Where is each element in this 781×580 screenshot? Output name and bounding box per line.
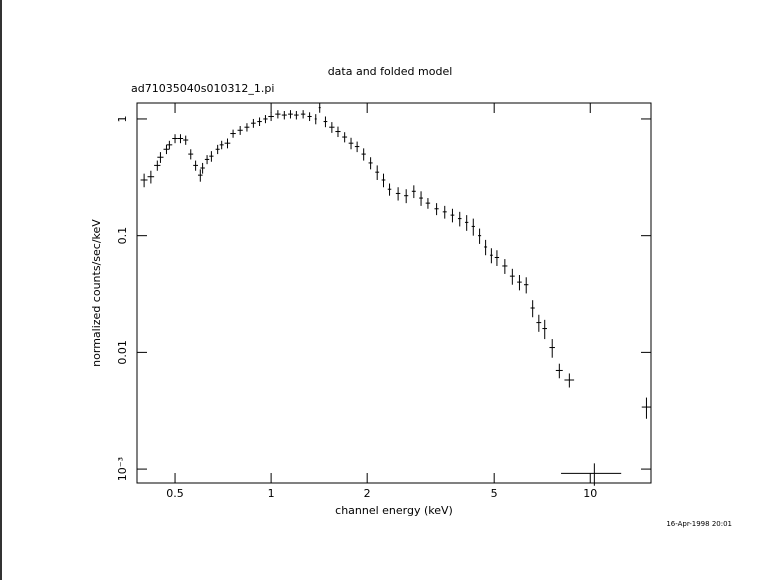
plot-frame [136, 102, 652, 484]
y-tick-label: 10⁻³ [116, 457, 129, 481]
chart-title: data and folded model [328, 65, 453, 78]
y-tick-label: 0.01 [116, 340, 129, 365]
x-tick-label: 2 [364, 487, 371, 500]
y-tick-label: 1 [116, 115, 129, 122]
x-tick-label: 0.5 [166, 487, 184, 500]
x-axis-label: channel energy (keV) [335, 504, 453, 517]
y-axis-label: normalized counts/sec/keV [90, 219, 103, 367]
y-tick-label: 0.1 [116, 227, 129, 245]
timestamp: 16-Apr-1998 20:01 [666, 520, 732, 528]
x-tick-label: 5 [491, 487, 498, 500]
x-tick-label: 10 [583, 487, 597, 500]
x-tick-label: 1 [268, 487, 275, 500]
chart-subtitle: ad71035040s010312_1.pi [131, 82, 274, 95]
